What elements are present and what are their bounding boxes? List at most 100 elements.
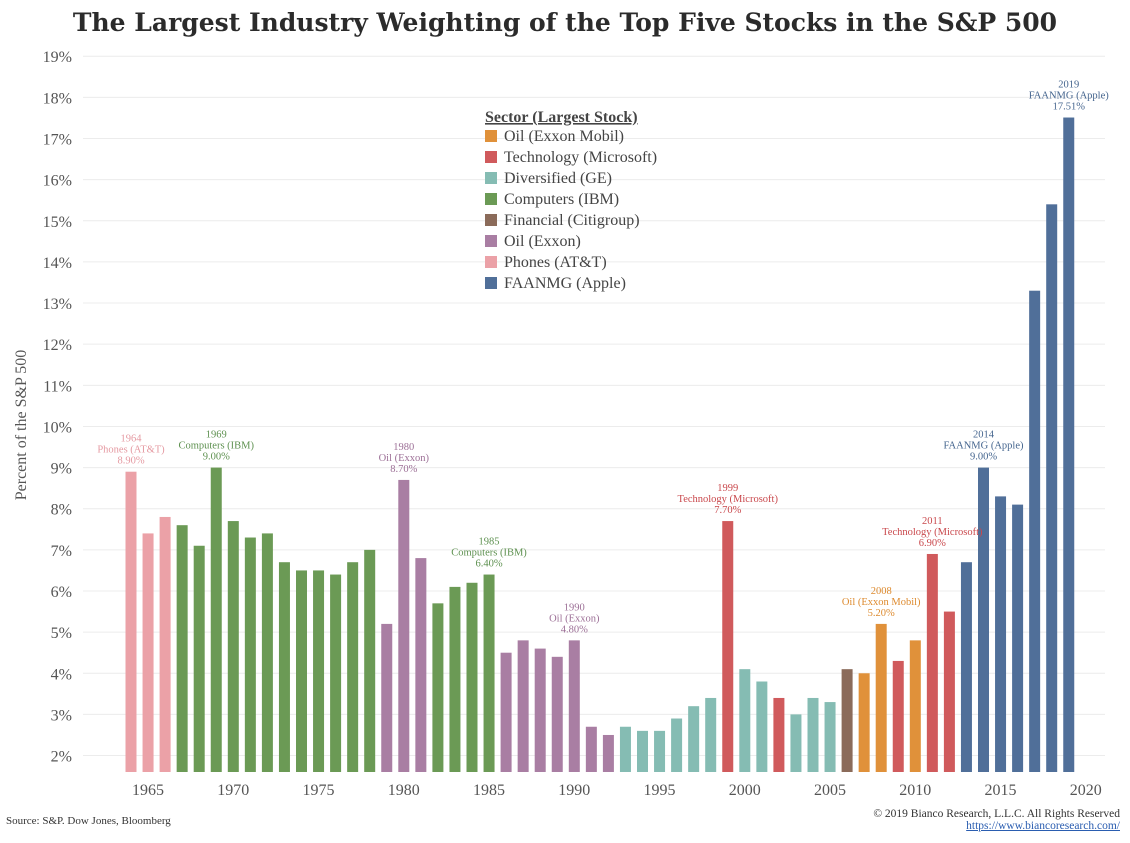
y-tick-label: 6% [51,584,72,601]
data-label-1985: Computers (IBM) [451,548,527,559]
y-tick-label: 2% [51,749,72,766]
data-label-2014: 9.00% [970,452,997,463]
bar-2012 [943,611,955,772]
bar-1969 [210,467,222,772]
data-label-2008: Oil (Exxon Mobil) [842,597,921,608]
data-label-1969: Computers (IBM) [178,441,254,452]
x-tick-label: 1975 [303,782,335,799]
bar-1976 [330,574,342,772]
bar-1980 [398,479,410,772]
website-link[interactable]: https://www.biancoresearch.com/ [966,820,1120,832]
data-label-1964: 1964 [121,434,143,445]
y-tick-label: 8% [51,502,72,519]
bar-1967 [176,525,188,772]
bar-1987 [517,640,529,772]
x-tick-label: 2015 [985,782,1017,799]
data-label-1964: 8.90% [117,456,144,467]
y-tick-label: 9% [51,461,72,478]
bar-2016 [1012,504,1024,772]
bar-1964 [125,471,137,772]
bar-2005 [824,702,836,772]
y-tick-label: 7% [51,543,72,560]
y-axis-label: Percent of the S&P 500 [13,350,30,501]
data-label-2008: 5.20% [868,608,895,619]
bar-2011 [926,553,938,772]
data-label-2011: Technology (Microsoft) [882,527,983,538]
x-tick-label: 1985 [473,782,505,799]
y-tick-label: 13% [43,296,72,313]
bar-1990 [568,640,580,772]
data-label-1985: 1985 [479,537,500,548]
data-label-1980: 1980 [393,442,414,453]
x-tick-label: 1970 [217,782,249,799]
source-note: Source: S&P. Dow Jones, Bloomberg [6,815,171,827]
y-tick-label: 14% [43,255,72,272]
bar-2001 [756,681,768,772]
bar-1999 [722,521,734,772]
data-label-1969: 9.00% [203,452,230,463]
data-label-1985: 6.40% [475,559,502,570]
bar-1971 [244,537,256,772]
y-tick-label: 18% [43,90,72,107]
x-tick-label: 2020 [1070,782,1102,799]
y-tick-label: 3% [51,707,72,724]
bar-1978 [364,549,376,772]
bar-1997 [688,706,700,772]
bar-1983 [449,586,461,772]
data-label-1990: 4.80% [561,624,588,635]
legend-swatch [485,193,497,205]
bar-1965 [142,533,154,772]
legend-entry: Diversified (GE) [504,170,612,187]
data-label-2019: FAANMG (Apple) [1029,91,1110,102]
data-label-2019: 17.51% [1053,102,1086,113]
legend-swatch [485,256,497,268]
bar-1975 [313,570,325,772]
x-tick-label: 2005 [814,782,846,799]
bar-2009 [892,660,904,772]
data-label-1999: 7.70% [714,505,741,516]
data-label-2019: 2019 [1058,80,1079,91]
data-label-1969: 1969 [206,430,227,441]
bar-1998 [705,697,717,772]
bar-2000 [739,669,751,772]
x-tick-label: 2000 [729,782,761,799]
bar-2008 [875,623,887,772]
bar-2017 [1029,290,1041,772]
data-label-1990: Oil (Exxon) [549,613,600,624]
bar-1996 [671,718,683,772]
data-label-1980: Oil (Exxon) [379,453,430,464]
bar-2013 [960,562,972,772]
legend-swatch [485,235,497,247]
bar-1993 [619,726,631,772]
x-tick-label: 1965 [132,782,164,799]
bar-1966 [159,516,171,772]
bar-2004 [807,697,819,772]
y-tick-label: 11% [43,378,72,395]
x-tick-label: 1990 [558,782,590,799]
legend-entry: Oil (Exxon) [504,233,581,250]
y-tick-label: 19% [43,49,72,66]
bar-1984 [466,582,478,772]
legend-swatch [485,214,497,226]
bar-2019 [1063,117,1075,773]
data-label-1999: 1999 [717,483,738,494]
y-tick-label: 5% [51,625,72,642]
bar-1970 [227,521,239,772]
legend-swatch [485,151,497,163]
data-label-2011: 2011 [922,516,943,527]
legend-entry: Technology (Microsoft) [504,149,657,166]
bar-1982 [432,603,444,772]
bar-2015 [995,496,1007,772]
y-tick-label: 12% [43,337,72,354]
bar-1979 [381,623,393,772]
y-tick-label: 15% [43,214,72,231]
bar-1985 [483,574,495,772]
bar-2014 [978,467,989,772]
bar-1977 [347,562,359,772]
bar-1974 [296,570,307,772]
legend-entry: FAANMG (Apple) [504,275,626,292]
bar-2003 [790,714,802,772]
bar-1968 [193,545,205,772]
y-tick-label: 16% [43,173,72,190]
